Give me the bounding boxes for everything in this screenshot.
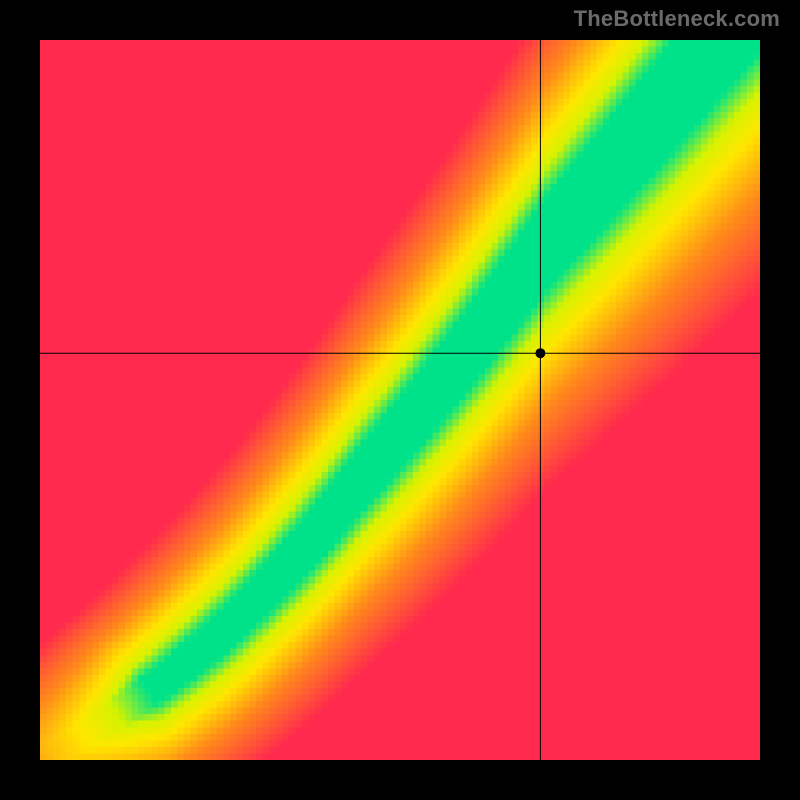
bottleneck-heatmap <box>40 40 760 760</box>
watermark-text: TheBottleneck.com <box>574 6 780 32</box>
